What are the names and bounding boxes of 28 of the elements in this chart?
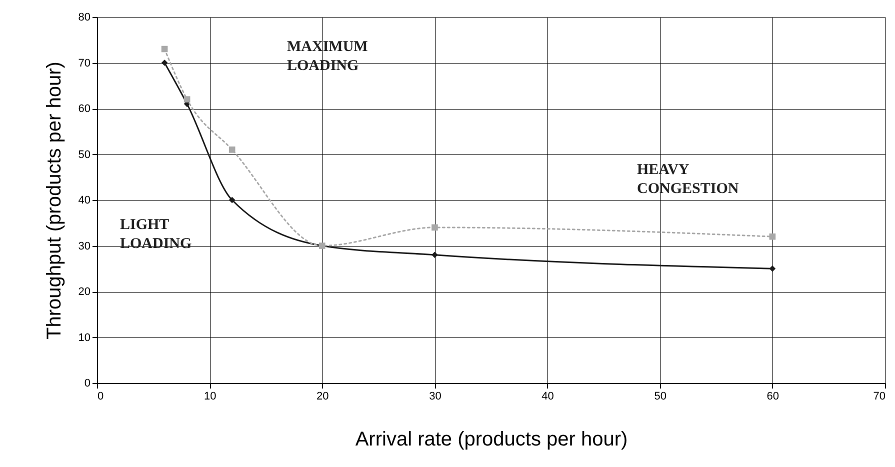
y-tick-label: 10: [78, 332, 90, 344]
point: [228, 146, 236, 153]
point: [432, 252, 438, 258]
x-tick-label: 50: [654, 390, 666, 402]
x-tick-label: 10: [204, 390, 216, 402]
x-tick-label: 0: [98, 390, 104, 402]
y-tick-label: 60: [78, 103, 90, 115]
y-tick-label: 40: [78, 194, 90, 206]
y-tick-label: 50: [78, 148, 90, 161]
y-tick-label: 20: [78, 286, 90, 298]
x-axis-title: Arrival rate (products per hour): [355, 428, 628, 450]
y-axis-title: Throughput (products per hour): [43, 62, 66, 340]
point: [432, 224, 438, 231]
point: [184, 96, 190, 103]
y-tick-label: 80: [78, 12, 90, 24]
point: [769, 233, 776, 240]
y-tick-label: 30: [78, 240, 90, 252]
x-tick-label: 20: [316, 390, 329, 402]
point: [161, 60, 168, 66]
x-tick-label: 30: [429, 390, 442, 402]
point: [769, 265, 776, 272]
x-tick-label: 40: [542, 390, 554, 402]
point: [161, 46, 168, 52]
point: [228, 196, 236, 204]
y-tick-label: 70: [78, 57, 90, 70]
x-tick-label: 60: [766, 390, 780, 402]
x-tick-label: 70: [873, 390, 886, 402]
y-tick-label: 0: [84, 378, 90, 390]
